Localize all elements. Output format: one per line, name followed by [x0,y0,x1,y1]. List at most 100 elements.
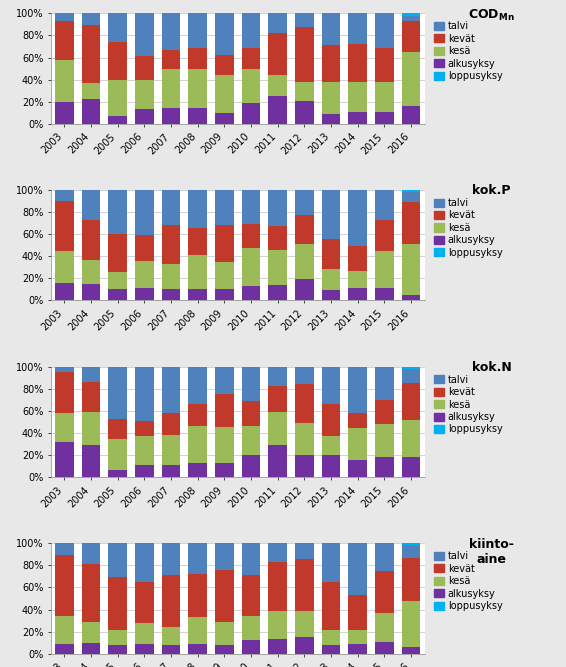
Bar [402,543,421,546]
Bar [55,101,74,124]
Bar [349,428,367,460]
Bar [162,575,181,627]
Bar [215,570,234,622]
Bar [375,457,394,477]
Bar [188,69,207,108]
Bar [268,190,287,226]
Bar [55,21,74,60]
Bar [242,13,260,47]
Bar [242,543,260,575]
Bar [402,367,421,369]
Bar [402,420,421,457]
Text: kok.P: kok.P [473,185,511,197]
Bar [82,367,100,382]
Legend: talvi, kevät, kesä, alkusyksy, loppusyksy: talvi, kevät, kesä, alkusyksy, loppusyks… [433,550,503,612]
Bar [268,562,287,610]
Bar [82,445,100,477]
Bar [402,601,421,647]
Bar [135,13,153,57]
Bar [268,610,287,639]
Bar [295,610,314,637]
Bar [242,286,260,300]
Bar [108,630,127,645]
Bar [215,225,234,261]
Bar [135,436,153,465]
Bar [349,460,367,477]
Legend: talvi, kevät, kesä, alkusyksy, loppusyksy: talvi, kevät, kesä, alkusyksy, loppusyks… [433,374,503,436]
Bar [268,249,287,285]
Bar [295,244,314,279]
Bar [268,96,287,124]
Bar [295,637,314,654]
Bar [108,543,127,578]
Bar [375,13,394,47]
Bar [242,401,260,426]
Bar [82,259,100,284]
Bar [215,622,234,645]
Bar [188,227,207,255]
Bar [268,285,287,300]
Bar [162,435,181,465]
Bar [242,103,260,124]
Bar [375,82,394,111]
Bar [242,69,260,103]
Text: kok.N: kok.N [472,361,512,374]
Bar [242,224,260,249]
Bar [295,455,314,477]
Bar [82,382,100,412]
Bar [82,13,100,25]
Bar [135,465,153,477]
Bar [375,220,394,251]
Bar [268,13,287,33]
Bar [188,255,207,289]
Bar [321,645,340,654]
Bar [375,400,394,424]
Bar [82,83,100,99]
Bar [82,642,100,654]
Bar [295,215,314,244]
Bar [268,543,287,562]
Bar [162,13,181,50]
Bar [188,574,207,617]
Bar [268,445,287,477]
Bar [349,246,367,271]
Bar [402,244,421,295]
Bar [162,645,181,654]
Bar [55,372,74,413]
Bar [135,109,153,124]
Bar [321,436,340,455]
Bar [402,202,421,244]
Bar [215,289,234,300]
Bar [268,639,287,654]
Bar [55,442,74,477]
Legend: talvi, kevät, kesä, alkusyksy, loppusyksy: talvi, kevät, kesä, alkusyksy, loppusyks… [433,21,503,82]
Bar [82,99,100,124]
Bar [135,421,153,436]
Bar [375,47,394,82]
Bar [295,423,314,455]
Bar [82,220,100,259]
Bar [82,284,100,300]
Bar [162,69,181,108]
Bar [135,288,153,300]
Bar [82,412,100,445]
Bar [162,627,181,645]
Bar [215,190,234,225]
Bar [162,289,181,300]
Bar [82,543,100,564]
Bar [135,623,153,644]
Bar [55,13,74,21]
Bar [268,367,287,386]
Bar [402,647,421,654]
Bar [55,60,74,101]
Bar [108,367,127,418]
Bar [349,190,367,246]
Bar [108,190,127,234]
Bar [242,190,260,224]
Bar [215,543,234,570]
Bar [321,45,340,82]
Bar [242,640,260,654]
Bar [82,622,100,642]
Bar [108,289,127,300]
Bar [242,249,260,286]
